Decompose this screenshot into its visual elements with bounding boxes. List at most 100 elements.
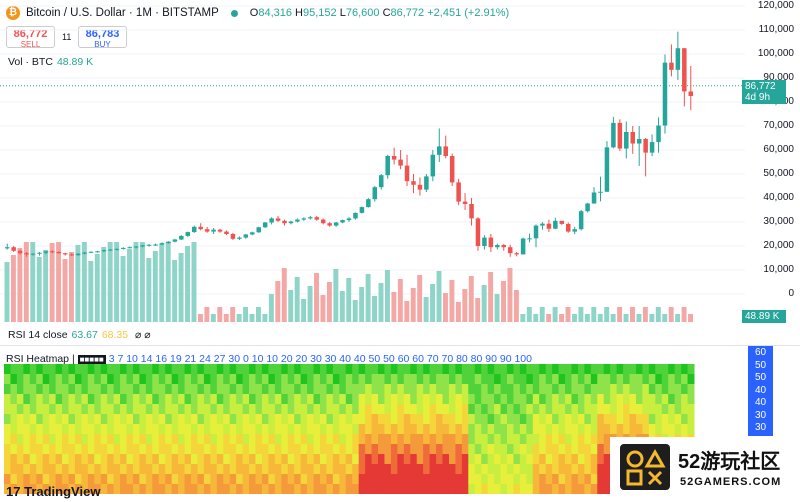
candle-body xyxy=(191,226,197,233)
heatmap-cell xyxy=(513,384,521,395)
heatmap-cell xyxy=(249,374,256,385)
heatmap-cell xyxy=(87,484,95,494)
heatmap-cell xyxy=(236,474,244,485)
heatmap-cell xyxy=(300,404,308,415)
volume-bar xyxy=(81,242,87,322)
heatmap-cell xyxy=(455,414,463,425)
heatmap-cell xyxy=(365,434,373,445)
heatmap-cell xyxy=(545,444,553,455)
heatmap-cell xyxy=(442,434,450,445)
heatmap-cell xyxy=(274,394,282,405)
candle-body xyxy=(411,181,416,185)
sell-button[interactable]: 86,772 SELL xyxy=(6,26,55,49)
heatmap-cell xyxy=(210,364,218,375)
price-chart[interactable] xyxy=(0,0,745,325)
heatmap-cell xyxy=(313,384,321,395)
heatmap-cell xyxy=(94,404,102,415)
volume-bar xyxy=(513,290,519,322)
volume-bar xyxy=(10,255,16,322)
heatmap-cell xyxy=(358,444,366,455)
heatmap-cell xyxy=(545,384,553,395)
heatmap-cell xyxy=(139,374,147,385)
heatmap-cell xyxy=(545,394,553,405)
candle-body xyxy=(636,138,642,144)
heatmap-cell xyxy=(526,434,534,445)
heatmap-cell xyxy=(81,404,89,415)
heatmap-cell xyxy=(255,484,263,494)
heatmap-cell xyxy=(100,394,108,405)
heatmap-cell xyxy=(261,374,269,385)
heatmap-cell xyxy=(300,414,308,425)
heatmap-cell xyxy=(68,464,76,475)
heatmap-cell xyxy=(519,424,527,435)
heatmap-cell xyxy=(126,474,134,485)
heatmap-cell xyxy=(29,444,37,455)
heatmap-cell xyxy=(274,454,282,465)
heatmap-cell xyxy=(326,444,334,455)
rsi-heatmap[interactable] xyxy=(0,364,745,494)
heatmap-cell xyxy=(223,374,231,385)
volume-bar xyxy=(204,307,210,322)
heatmap-cell xyxy=(313,374,321,385)
heatmap-tick-label: 30 xyxy=(748,422,773,433)
heatmap-cell xyxy=(500,414,508,425)
heatmap-cell xyxy=(178,404,186,415)
heatmap-cell xyxy=(197,364,205,375)
heatmap-cell xyxy=(287,474,295,485)
heatmap-cell xyxy=(10,364,18,375)
heatmap-cell xyxy=(203,434,211,445)
price-axis[interactable]: 120,000110,000100,00090,00080,00070,0006… xyxy=(740,0,800,325)
candle-body xyxy=(204,229,210,232)
heatmap-cell xyxy=(429,394,437,405)
heatmap-cell xyxy=(197,404,205,415)
volume-bar xyxy=(565,307,571,322)
candle-body xyxy=(43,251,49,253)
heatmap-cell xyxy=(571,434,579,445)
heatmap-cell xyxy=(319,434,327,445)
heatmap-cell xyxy=(481,424,489,435)
heatmap-cell xyxy=(416,424,424,435)
heatmap-cell xyxy=(158,404,166,415)
heatmap-cell xyxy=(229,484,237,494)
candle-body xyxy=(617,122,623,149)
heatmap-cell xyxy=(577,474,585,485)
heatmap-cell xyxy=(62,364,69,375)
heatmap-cell xyxy=(468,434,476,445)
volume-bar xyxy=(4,262,10,322)
heatmap-cell xyxy=(577,364,585,375)
buy-button[interactable]: 86,783 BUY xyxy=(78,26,127,49)
heatmap-cell xyxy=(42,404,50,415)
heatmap-cell xyxy=(62,454,69,465)
heatmap-cell xyxy=(68,384,76,395)
heatmap-cell xyxy=(642,414,650,425)
heatmap-cell xyxy=(145,444,153,455)
heatmap-cell xyxy=(339,484,347,494)
volume-bar xyxy=(559,314,565,322)
heatmap-cell xyxy=(326,434,334,445)
candle-body xyxy=(456,182,461,202)
heatmap-cell xyxy=(68,434,76,445)
price-tick-label: 110,000 xyxy=(758,24,794,35)
volume-bar xyxy=(172,260,178,322)
heatmap-cell xyxy=(126,424,134,435)
heatmap-cell xyxy=(287,424,295,435)
heatmap-cell xyxy=(390,404,398,415)
heatmap-cell xyxy=(100,484,108,494)
volume-bar xyxy=(223,314,229,322)
heatmap-cell xyxy=(42,394,50,405)
heatmap-cell xyxy=(668,424,676,435)
heatmap-cell xyxy=(216,374,224,385)
symbol-title[interactable]: Bitcoin / U.S. Dollar · 1M · BITSTAMP xyxy=(26,7,219,19)
heatmap-cell xyxy=(191,464,198,475)
heatmap-cell xyxy=(674,394,682,405)
heatmap-cell xyxy=(571,384,579,395)
heatmap-cell xyxy=(494,424,502,435)
heatmap-cell xyxy=(513,474,521,485)
heatmap-cell xyxy=(49,404,57,415)
heatmap-cell xyxy=(68,484,76,494)
volume-bar xyxy=(307,286,313,322)
heatmap-cell xyxy=(378,434,385,445)
heatmap-cell xyxy=(661,394,669,405)
heatmap-cell xyxy=(565,434,572,445)
volume-bar xyxy=(236,314,242,322)
